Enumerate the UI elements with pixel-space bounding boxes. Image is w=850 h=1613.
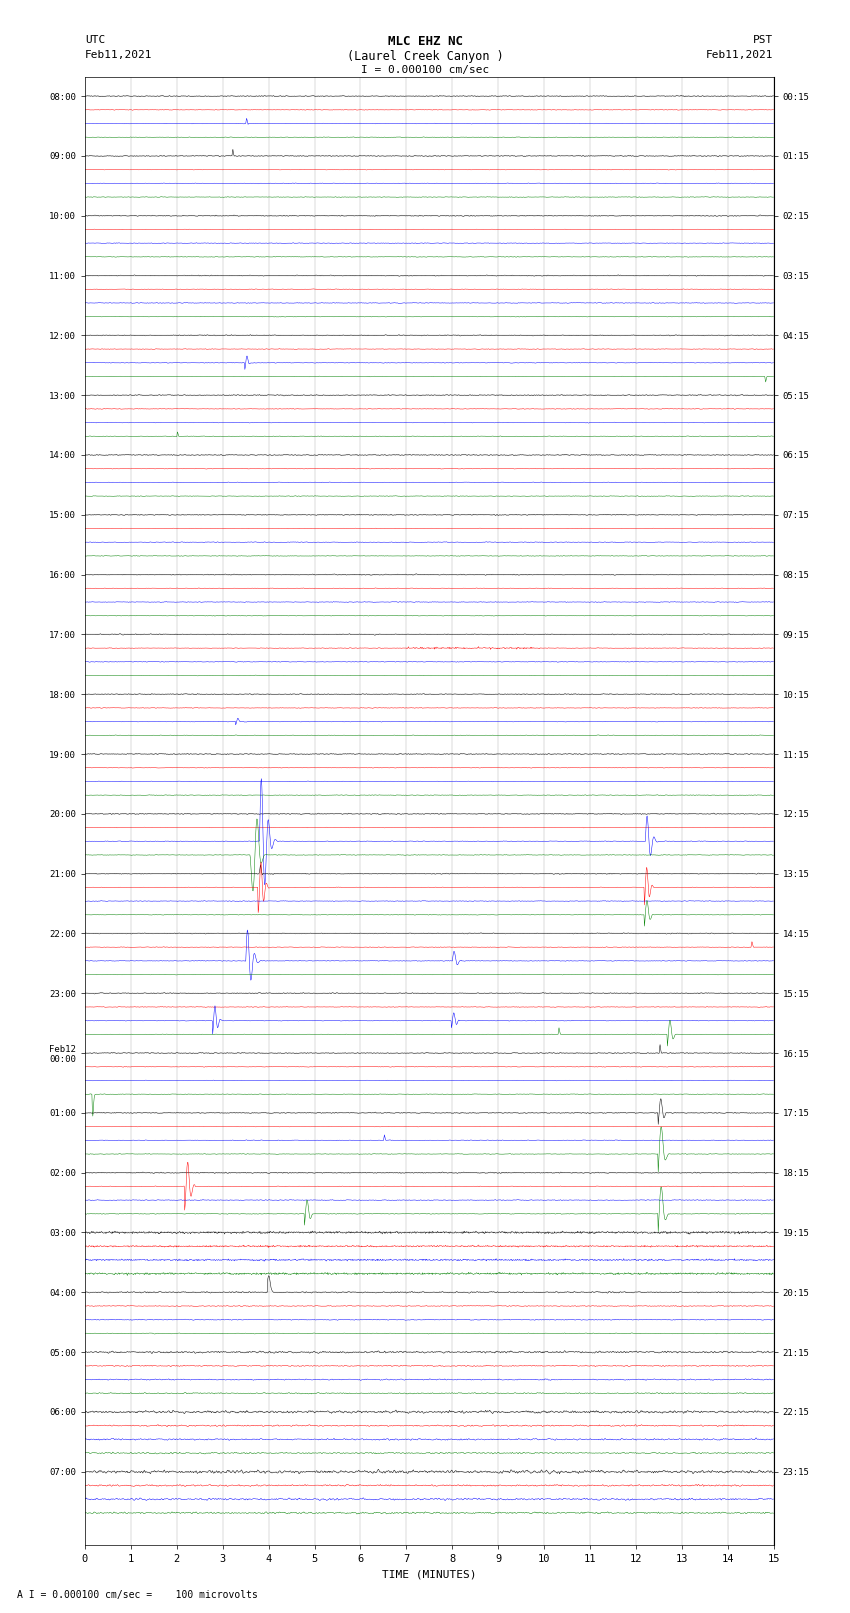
Text: MLC EHZ NC: MLC EHZ NC bbox=[388, 35, 462, 48]
Text: Feb11,2021: Feb11,2021 bbox=[85, 50, 152, 60]
Text: UTC: UTC bbox=[85, 35, 105, 45]
Text: A I = 0.000100 cm/sec =    100 microvolts: A I = 0.000100 cm/sec = 100 microvolts bbox=[17, 1590, 258, 1600]
X-axis label: TIME (MINUTES): TIME (MINUTES) bbox=[382, 1569, 477, 1579]
Text: Feb11,2021: Feb11,2021 bbox=[706, 50, 774, 60]
Text: (Laurel Creek Canyon ): (Laurel Creek Canyon ) bbox=[347, 50, 503, 63]
Text: I = 0.000100 cm/sec: I = 0.000100 cm/sec bbox=[361, 65, 489, 74]
Text: PST: PST bbox=[753, 35, 774, 45]
